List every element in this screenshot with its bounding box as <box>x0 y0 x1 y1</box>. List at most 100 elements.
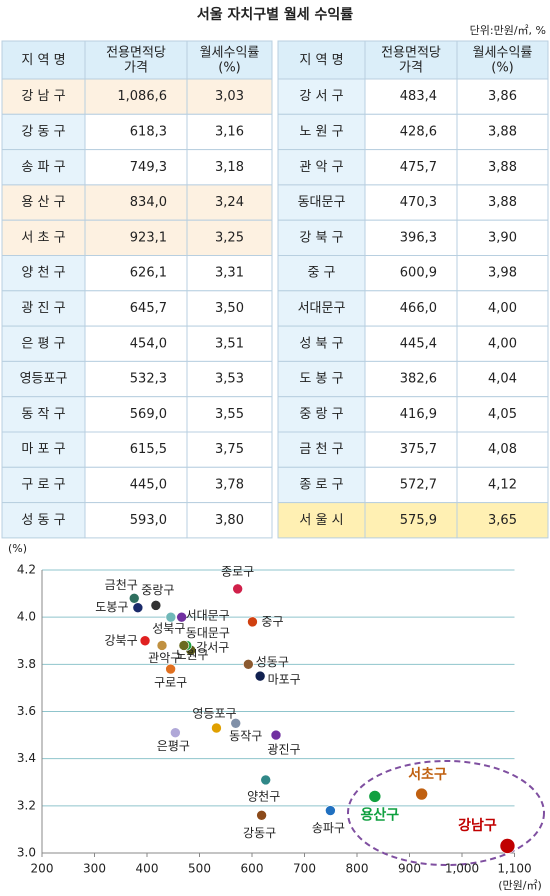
table-cell <box>277 360 366 398</box>
point-label: 성북구 <box>152 622 185 636</box>
cell-text: 노 원 구 <box>299 124 343 139</box>
highlight-ellipse <box>347 760 545 866</box>
table-cell <box>1 255 86 292</box>
cell-text: 572,7 <box>400 477 437 492</box>
cell-text: 영등포구 <box>20 372 68 387</box>
point-label: 용산구 <box>361 806 400 823</box>
x-tick-label: 1,100 <box>497 862 531 876</box>
cell-text: 3,03 <box>215 89 244 104</box>
cell-text: 구 로 구 <box>21 477 65 492</box>
table-cell <box>186 360 273 398</box>
table-cell <box>364 78 458 115</box>
cell-text: 강 북 구 <box>299 230 343 245</box>
x-tick-label: 900 <box>398 862 421 876</box>
point <box>139 635 151 647</box>
x-tick-label: 300 <box>83 862 106 876</box>
table-cell <box>186 149 273 186</box>
point <box>243 659 254 670</box>
point-label: 중구 <box>261 614 283 628</box>
header-line: (%) <box>491 60 514 75</box>
table-cell <box>1 396 86 433</box>
cell-text: 강 동 구 <box>21 124 65 139</box>
point-label: 은평구 <box>157 739 190 753</box>
point <box>165 611 177 623</box>
cell-text: 3,80 <box>215 513 244 528</box>
unit: 단위:만원/㎡, % <box>470 24 546 37</box>
point-label: 금천구 <box>105 577 138 592</box>
cell-text: 3,88 <box>488 160 517 175</box>
cell-text: 3,86 <box>488 89 517 104</box>
y-tick-label: 3.2 <box>17 798 36 812</box>
cell-text: 600,9 <box>400 266 437 281</box>
table-cell <box>186 255 273 292</box>
cell-text: 3,53 <box>215 372 244 387</box>
cell-text: 475,7 <box>400 160 437 175</box>
cell-text: 성 북 구 <box>299 336 343 351</box>
table-cell <box>456 255 549 292</box>
point-label: 서대문구 <box>186 609 230 623</box>
table-cell <box>364 219 458 256</box>
cell-text: 은 평 구 <box>21 336 65 351</box>
table-cell <box>186 219 273 256</box>
table-cell <box>186 325 273 362</box>
cell-text: 575,9 <box>400 513 437 528</box>
point-label: 마포구 <box>268 673 301 687</box>
point <box>270 729 282 741</box>
cell-text: 중 랑 구 <box>299 407 343 422</box>
point-label: 노원구 <box>175 648 208 662</box>
header-line: 전용면적당 <box>381 45 441 60</box>
cell-text: 서 초 구 <box>21 230 65 245</box>
cell-text: 3,24 <box>215 195 244 210</box>
cell-text: 569,0 <box>130 407 167 422</box>
x-tick-label: 800 <box>346 862 369 876</box>
header-line: 지 역 명 <box>21 53 65 68</box>
cell-text: 1,086,6 <box>117 89 167 104</box>
y-axis-label: (%) <box>8 542 27 555</box>
point-label: 성동구 <box>256 655 289 669</box>
point <box>156 640 168 651</box>
cell-text: 금 천 구 <box>299 442 343 457</box>
point-label: 서초구 <box>408 767 447 783</box>
cell-text: 470,3 <box>400 195 437 210</box>
cell-text: 동대문구 <box>298 195 346 210</box>
table-cell <box>456 149 549 186</box>
x-tick-label: 400 <box>136 862 159 876</box>
table-cell <box>456 290 549 327</box>
table-cell <box>1 149 86 186</box>
header-line: 월세수익률 <box>473 45 533 60</box>
header-text: 지 역 명 <box>299 53 343 68</box>
point <box>178 640 190 651</box>
table-cell <box>456 78 549 115</box>
table-cell <box>456 396 549 433</box>
header-line: 가격 <box>399 60 423 75</box>
cell-text: 중 구 <box>307 266 335 281</box>
cell-text: 615,5 <box>130 442 167 457</box>
cell-text: 용 산 구 <box>21 195 65 210</box>
table-cell <box>277 290 366 327</box>
table-cell <box>186 396 273 433</box>
table-cell <box>277 502 366 539</box>
cell-text: 4,12 <box>488 477 517 492</box>
table-cell <box>186 290 273 327</box>
point-label: 강동구 <box>243 826 276 840</box>
header-line: 가격 <box>124 60 148 75</box>
table-cell <box>277 396 366 433</box>
header-text: 월세수익률 (%) <box>200 45 260 75</box>
table-cell <box>84 466 188 504</box>
point-label: 강서구 <box>196 641 229 655</box>
table-cell <box>364 113 458 151</box>
cell-text: 4,05 <box>488 407 517 422</box>
table-cell <box>277 149 366 186</box>
cell-text: 관 악 구 <box>299 160 343 175</box>
table-cell <box>277 184 366 221</box>
header-line: (%) <box>218 60 241 75</box>
x-tick-label: 700 <box>293 862 316 876</box>
point-label: 동대문구 <box>186 626 230 640</box>
cell-text: 3,75 <box>215 442 244 457</box>
table-cell <box>364 255 458 292</box>
table-cell <box>84 325 188 362</box>
table-cell <box>186 502 273 539</box>
header-text: 지 역 명 <box>21 53 65 68</box>
header-text: 월세수익률 (%) <box>473 45 533 75</box>
